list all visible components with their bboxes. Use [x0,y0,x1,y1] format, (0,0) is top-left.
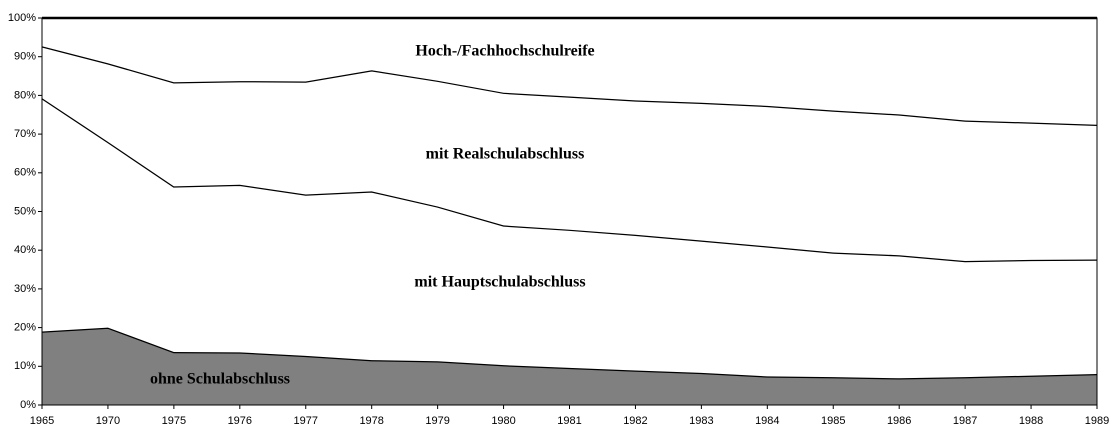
y-tick-label: 80% [14,89,36,101]
y-tick-label: 10% [14,360,36,372]
x-tick-label: 1980 [491,415,515,427]
y-tick-label: 50% [14,205,36,217]
x-tick-label: 1986 [887,415,911,427]
area [42,46,1097,262]
x-tick-label: 1981 [557,415,581,427]
x-tick-label: 1987 [953,415,977,427]
y-tick-label: 0% [20,399,36,411]
x-tick-label: 1970 [96,415,120,427]
series-label: mit Realschulabschluss [426,146,585,163]
area [42,327,1097,405]
y-tick-label: 40% [14,244,36,256]
x-tick-label: 1989 [1085,415,1109,427]
series-label: Hoch-/Fachhochschulreife [415,43,594,60]
x-tick-label: 1977 [294,415,318,427]
area [42,18,1097,125]
x-tick-label: 1984 [755,415,779,427]
x-tick-label: 1965 [30,415,54,427]
y-tick-label: 90% [14,51,36,63]
x-tick-label: 1979 [425,415,449,427]
x-tick-label: 1983 [689,415,713,427]
y-tick-label: 100% [8,12,36,24]
series-label: mit Hauptschulabschluss [414,274,585,291]
y-tick-label: 30% [14,283,36,295]
x-tick-label: 1982 [623,415,647,427]
x-tick-label: 1975 [162,415,186,427]
y-tick-label: 60% [14,167,36,179]
x-tick-label: 1988 [1019,415,1043,427]
x-tick-label: 1976 [228,415,252,427]
area [42,98,1097,379]
y-tick-label: 70% [14,128,36,140]
series-label: ohne Schulabschluss [150,371,290,388]
x-tick-label: 1985 [821,415,845,427]
y-tick-label: 20% [14,322,36,334]
x-tick-label: 1978 [359,415,383,427]
